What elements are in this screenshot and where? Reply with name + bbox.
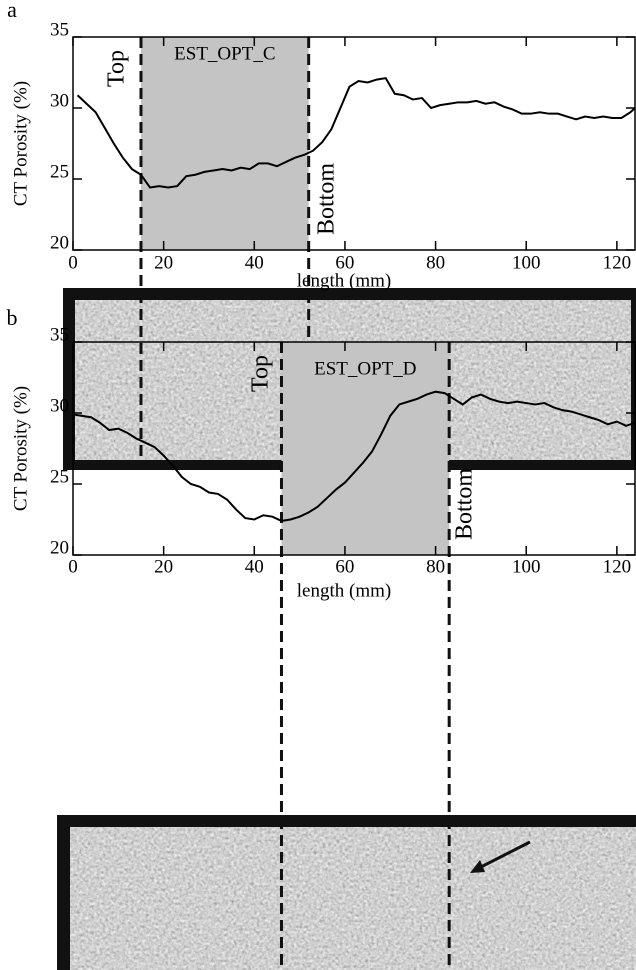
x-tick-label: 100 xyxy=(512,556,541,577)
x-tick-label: 100 xyxy=(512,252,541,273)
region-label: EST_OPT_C xyxy=(174,43,275,64)
region xyxy=(281,342,450,555)
y-tick-label: 25 xyxy=(50,466,69,487)
y-axis-label: CT Porosity (%) xyxy=(10,386,31,511)
y-axis-label: CT Porosity (%) xyxy=(10,81,31,206)
arrow xyxy=(474,840,531,872)
x-axis-label: length (mm) xyxy=(297,580,391,601)
region xyxy=(140,37,309,250)
x-tick-label: 60 xyxy=(335,252,354,273)
arrow-head xyxy=(470,860,485,873)
plot-frame xyxy=(72,341,636,556)
top-label: Top xyxy=(104,50,130,87)
y-tick-label: 20 xyxy=(50,232,69,253)
plot-frame xyxy=(72,36,636,251)
y-tick-label: 30 xyxy=(50,90,69,111)
x-tick-label: 0 xyxy=(68,252,78,273)
x-tick-label: 60 xyxy=(335,556,354,577)
y-tick-label: 35 xyxy=(50,19,69,40)
bottom-label: Bottom xyxy=(452,468,478,540)
x-axis-label: length (mm) xyxy=(297,270,391,291)
x-tick-label: 0 xyxy=(68,556,78,577)
panel-label: a xyxy=(7,0,17,22)
top-label: Top xyxy=(248,355,274,392)
y-tick-label: 25 xyxy=(50,161,69,182)
x-tick-label: 120 xyxy=(603,556,632,577)
x-tick-label: 40 xyxy=(245,252,264,273)
x-tick-label: 120 xyxy=(603,252,632,273)
x-tick-label: 80 xyxy=(426,556,445,577)
y-tick-label: 20 xyxy=(50,537,69,558)
x-tick-label: 40 xyxy=(245,556,264,577)
y-tick-label: 35 xyxy=(50,324,69,345)
bottom-label: Bottom xyxy=(314,163,340,235)
panel-label: b xyxy=(7,305,18,330)
x-tick-label: 20 xyxy=(154,252,173,273)
line xyxy=(76,77,636,189)
ct-image-b xyxy=(57,815,636,970)
region-label: EST_OPT_D xyxy=(314,358,416,379)
line xyxy=(72,390,636,522)
y-tick-label: 30 xyxy=(50,395,69,416)
x-tick-label: 20 xyxy=(154,556,173,577)
x-tick-label: 80 xyxy=(426,252,445,273)
